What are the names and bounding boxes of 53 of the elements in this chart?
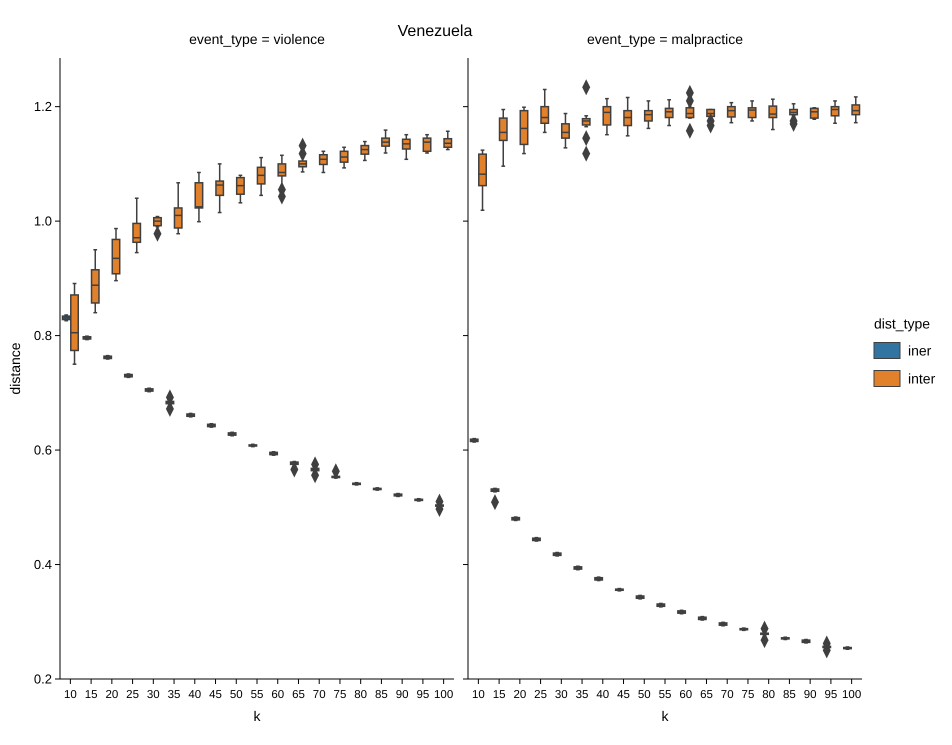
y-tick-label: 0.8 <box>34 328 52 344</box>
x-tick-label: 90 <box>804 689 817 701</box>
x-tick-label: 25 <box>534 689 547 701</box>
text: Venezuela <box>398 23 472 40</box>
x-tick-label: 65 <box>700 689 713 701</box>
y-tick-label: 0.6 <box>34 442 52 458</box>
x-tick-label: 15 <box>84 689 98 701</box>
y-tick-label: 1.0 <box>34 214 52 229</box>
x-tick-label: 40 <box>188 689 202 701</box>
x-tick-label: 60 <box>271 689 284 701</box>
x-tick-label: 35 <box>168 689 180 701</box>
x-tick-label: 70 <box>312 689 326 701</box>
x-tick-label: 30 <box>554 689 568 701</box>
x-tick-label: 85 <box>783 689 796 701</box>
x-tick-label: 20 <box>513 689 526 701</box>
chart-title: event_type = malpractice <box>586 31 744 47</box>
x-tick-label: 50 <box>638 689 651 701</box>
x-tick-label: 70 <box>720 689 734 701</box>
x-tick-label: 20 <box>105 689 118 701</box>
x-tick-label: 10 <box>64 689 77 701</box>
x-tick-label: 95 <box>416 689 430 701</box>
x-tick-label: 55 <box>250 689 264 701</box>
x-axis-title: k <box>662 708 670 724</box>
y-tick-label: 1.2 <box>34 99 52 114</box>
legend-label: iner <box>908 342 932 358</box>
x-tick-label: 85 <box>375 689 388 701</box>
x-axis-title: k <box>254 708 262 724</box>
x-tick-label: 55 <box>658 689 672 701</box>
x-tick-label: 100 <box>842 689 862 701</box>
y-axis-title: distance <box>7 342 23 395</box>
x-tick-label: 80 <box>354 689 368 701</box>
x-tick-label: 80 <box>762 689 776 701</box>
x-tick-label: 100 <box>434 689 454 701</box>
y-tick-label: 0.2 <box>34 672 52 687</box>
x-tick-label: 15 <box>492 689 506 701</box>
legend-label: inter <box>908 370 936 386</box>
x-tick-label: 90 <box>396 689 409 701</box>
legend-title: dist_type <box>874 316 930 332</box>
x-tick-label: 50 <box>230 689 243 701</box>
x-tick-label: 25 <box>126 689 139 701</box>
x-tick-label: 35 <box>576 689 588 701</box>
x-tick-label: 45 <box>209 689 222 701</box>
x-tick-label: 40 <box>596 689 610 701</box>
x-tick-label: 75 <box>742 689 754 701</box>
x-tick-label: 95 <box>824 689 838 701</box>
y-tick-label: 0.4 <box>34 557 52 572</box>
x-tick-label: 45 <box>617 689 630 701</box>
chart-title: event_type = violence <box>189 31 326 47</box>
x-tick-label: 65 <box>292 689 305 701</box>
x-tick-label: 75 <box>334 689 346 701</box>
x-tick-label: 30 <box>146 689 160 701</box>
x-tick-label: 10 <box>472 689 485 701</box>
x-tick-label: 60 <box>679 689 692 701</box>
